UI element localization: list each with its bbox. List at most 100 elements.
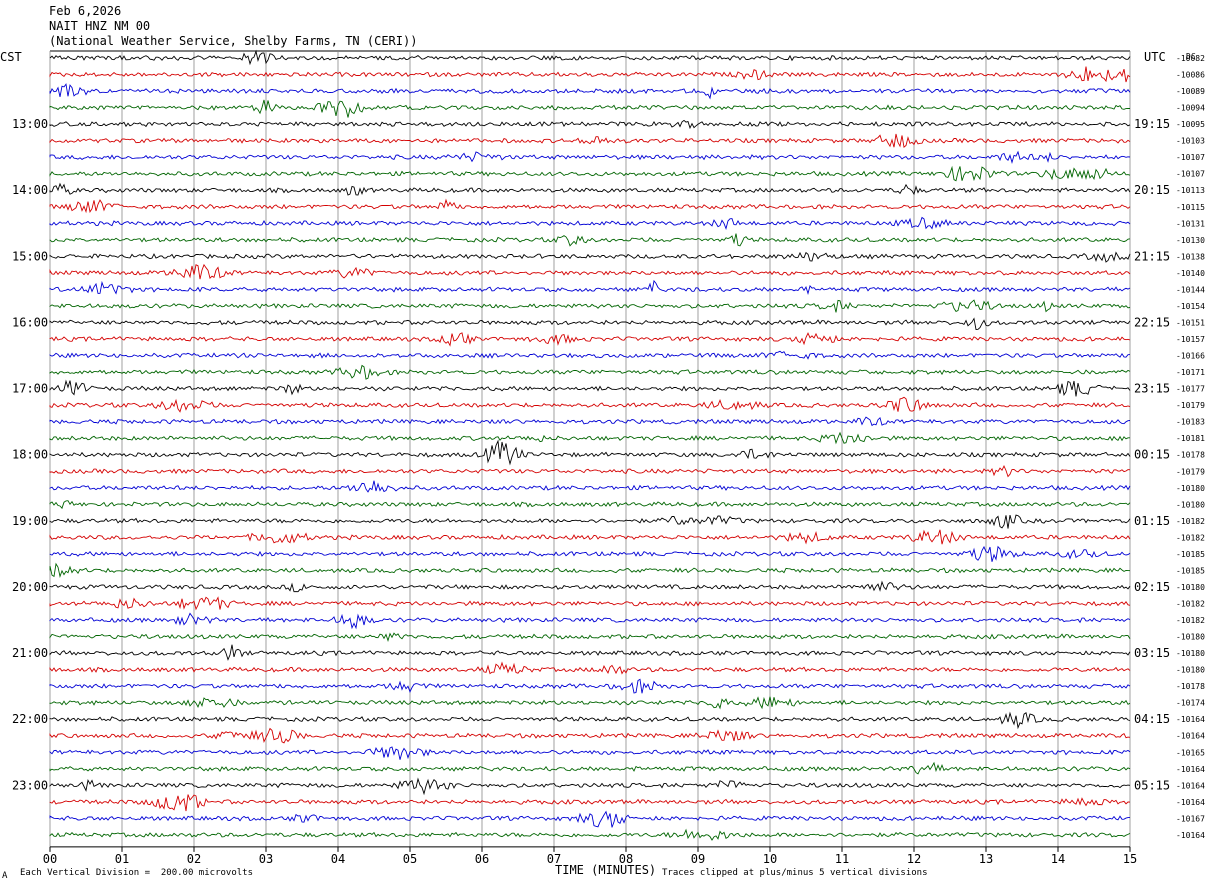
cst-hour-label: 22:00 [12, 712, 48, 726]
dc-offset-label: -10157 [1176, 335, 1205, 344]
utc-hour-label: 00:15 [1134, 448, 1170, 462]
dc-offset-label: -10167 [1176, 814, 1205, 823]
x-tick-label: 08 [619, 852, 633, 866]
dc-offset-labels: -10082 -10086 -10089 -10094 -10095 -10103 -101… [1176, 54, 1205, 840]
utc-hour-label: 05:15 [1134, 778, 1170, 792]
seismic-trace [49, 133, 1131, 149]
dc-offset-label: -10144 [1176, 285, 1205, 294]
dc-offset-label: -10082 [1176, 54, 1205, 63]
seismic-traces [49, 49, 1131, 841]
cst-hour-label: 13:00 [12, 117, 48, 131]
dc-offset-label: -10138 [1176, 252, 1205, 261]
seismic-trace [49, 500, 1131, 510]
dc-offset-label: -10107 [1176, 170, 1205, 179]
dc-offset-label: -10179 [1176, 401, 1205, 410]
cst-hour-label: 21:00 [12, 646, 48, 660]
dc-offset-label: -10107 [1176, 153, 1205, 162]
x-tick-label: 09 [691, 852, 705, 866]
dc-offset-label: -10164 [1176, 781, 1205, 790]
dc-offset-label: -10182 [1176, 599, 1205, 608]
seismic-trace [49, 233, 1131, 247]
dc-offset-label: -10180 [1176, 500, 1205, 509]
dc-offset-label: -10180 [1176, 633, 1205, 642]
dc-offset-label: -10095 [1176, 120, 1205, 129]
dc-offset-label: -10181 [1176, 434, 1205, 443]
dc-offset-label: -10178 [1176, 682, 1205, 691]
cst-hour-label: 16:00 [12, 315, 48, 329]
x-tick-label: 06 [475, 852, 489, 866]
seismic-trace [49, 66, 1131, 83]
dc-offset-label: -10178 [1176, 451, 1205, 460]
seismic-trace [49, 562, 1131, 579]
seismic-trace [49, 439, 1131, 466]
seismic-trace [49, 216, 1131, 230]
dc-offset-label: -10164 [1176, 715, 1205, 724]
dc-offset-label: -10180 [1176, 484, 1205, 493]
seismic-trace [49, 529, 1131, 545]
seismic-trace [49, 644, 1131, 661]
cst-hour-label: 19:00 [12, 514, 48, 528]
seismic-trace [49, 480, 1131, 493]
seismic-trace [49, 332, 1131, 347]
seismic-trace [49, 198, 1131, 214]
cst-hour-label: 20:00 [12, 580, 48, 594]
seismic-trace [49, 182, 1131, 196]
seismic-trace [49, 761, 1131, 775]
seismic-trace [49, 379, 1131, 397]
seismic-trace [49, 165, 1131, 182]
dc-offset-label: -10182 [1176, 533, 1205, 542]
utc-hour-label: 04:15 [1134, 712, 1170, 726]
seismic-trace [49, 263, 1131, 280]
seismic-trace [49, 777, 1131, 796]
dc-offset-label: -10183 [1176, 418, 1205, 427]
cst-hour-label: 23:00 [12, 778, 48, 792]
utc-hour-labels: 19:15 20:15 21:15 22:15 23:15 00:15 01:15 02:15… [1134, 117, 1170, 792]
seismic-trace [49, 580, 1131, 593]
x-tick-label: 11 [835, 852, 849, 866]
dc-offset-label: -10166 [1176, 352, 1205, 361]
dc-offset-label: -10164 [1176, 732, 1205, 741]
dc-offset-label: -10151 [1176, 318, 1205, 327]
x-tick-label: 15 [1123, 852, 1137, 866]
seismic-trace [49, 711, 1131, 730]
cst-hour-label: 14:00 [12, 183, 48, 197]
dc-offset-label: -10113 [1176, 186, 1205, 195]
seismic-trace [49, 150, 1131, 165]
x-tick-label: 07 [547, 852, 561, 866]
seismic-trace [49, 99, 1131, 118]
x-axis: 00 01 02 03 04 05 06 07 08 09 10 11 12 13 14 15 [43, 846, 1137, 866]
seismic-trace [49, 251, 1131, 263]
seismic-trace [49, 431, 1130, 445]
dc-offset-label: -10185 [1176, 550, 1205, 559]
seismic-trace [49, 350, 1131, 360]
seismogram-date: Feb 6,2026 [49, 4, 122, 18]
seismic-trace [49, 119, 1131, 130]
dc-offset-label: -10179 [1176, 467, 1205, 476]
seismic-trace [49, 678, 1131, 694]
scale-note: Each Vertical Division = 200.00 microvol… [20, 868, 253, 878]
seismic-trace [49, 396, 1131, 413]
right-timezone-label: UTC [1144, 50, 1166, 64]
dc-offset-label: -10171 [1176, 368, 1205, 377]
dc-offset-label: -10086 [1176, 71, 1205, 80]
x-tick-label: 10 [763, 852, 777, 866]
x-tick-label: 02 [187, 852, 201, 866]
dc-offset-label: -10174 [1176, 699, 1205, 708]
utc-hour-label: 23:15 [1134, 382, 1170, 396]
x-tick-label: 14 [1051, 852, 1065, 866]
corner-mark: A [2, 871, 8, 881]
dc-offset-label: -10182 [1176, 616, 1205, 625]
cst-hour-label: 15:00 [12, 249, 48, 263]
dc-offset-label: -10089 [1176, 87, 1205, 96]
seismic-trace [49, 828, 1131, 841]
dc-offset-label: -10094 [1176, 104, 1205, 113]
x-tick-label: 05 [403, 852, 417, 866]
left-timezone-label: CST [0, 50, 22, 64]
clip-note: Traces clipped at plus/minus 5 vertical … [662, 868, 928, 878]
seismic-trace [49, 364, 1131, 380]
dc-offset-label: -10182 [1176, 517, 1205, 526]
dc-offset-label: -10185 [1176, 566, 1205, 575]
seismic-trace [49, 727, 1131, 744]
x-tick-label: 03 [259, 852, 273, 866]
seismic-trace [49, 299, 1131, 313]
